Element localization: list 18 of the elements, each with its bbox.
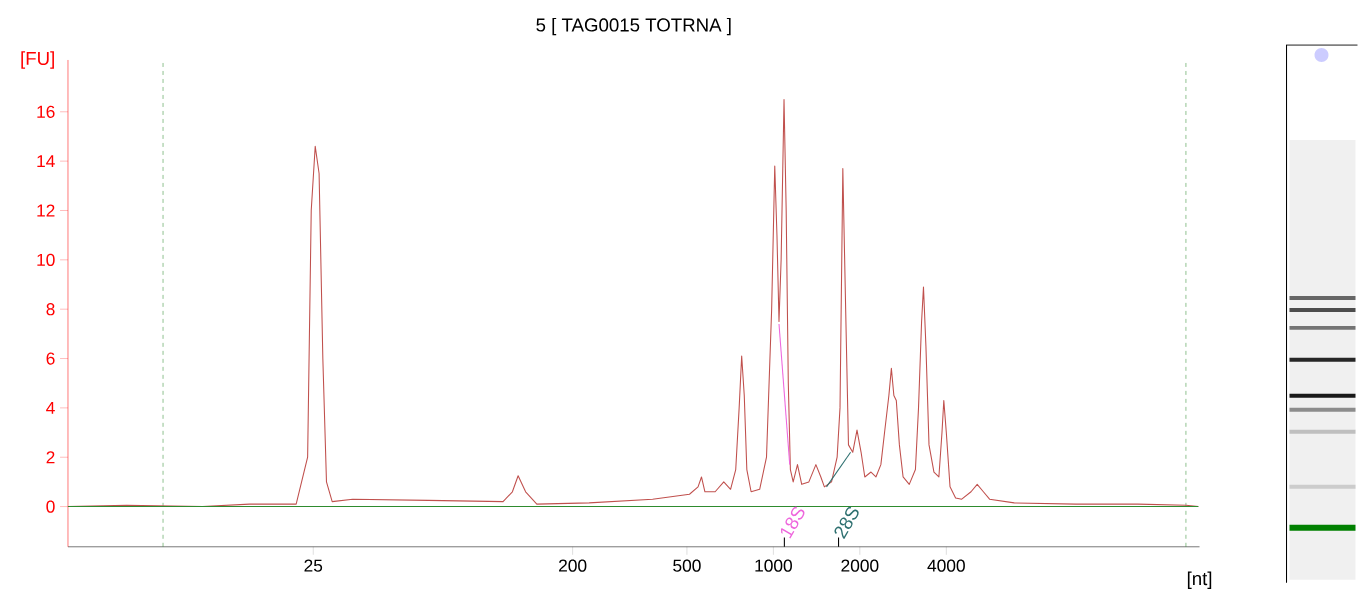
y-tick-label: 10 bbox=[37, 253, 55, 267]
y-tick-label: 12 bbox=[37, 204, 55, 217]
x-tick-label: 4000 bbox=[927, 559, 965, 572]
y-axis-title: [FU] bbox=[21, 51, 54, 69]
x-tick-label: 500 bbox=[673, 559, 701, 572]
x-axis-title: [nt] bbox=[1187, 571, 1212, 589]
y-tick-label: 2 bbox=[46, 451, 55, 464]
y-tick-label: 6 bbox=[46, 352, 55, 365]
y-tick-label: 14 bbox=[37, 155, 55, 168]
x-tick-label: 200 bbox=[559, 559, 587, 572]
x-tick-label: 2000 bbox=[841, 559, 879, 572]
y-tick-label: 8 bbox=[46, 303, 55, 316]
y-tick-label: 0 bbox=[46, 500, 55, 513]
chart-title: 5 [ TAG0015 TOTRNA ] bbox=[536, 17, 731, 36]
x-tick-label: 25 bbox=[304, 559, 323, 572]
y-tick-label: 4 bbox=[46, 402, 55, 414]
x-tick-label: 1000 bbox=[755, 559, 792, 572]
y-tick-label: 16 bbox=[37, 105, 55, 119]
